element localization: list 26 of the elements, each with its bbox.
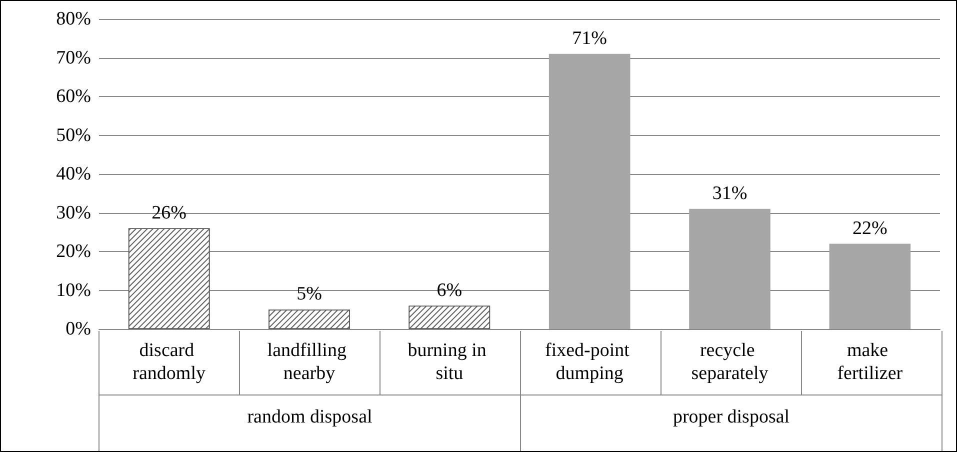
data-label: 22% <box>852 218 888 239</box>
data-label: 71% <box>572 28 608 49</box>
data-label: 26% <box>152 202 187 224</box>
x-tick-label: discard randomly <box>132 340 206 384</box>
y-tick-label: 60% <box>56 86 92 107</box>
x-tick-label: make fertilizer <box>837 340 904 384</box>
y-tick-label: 50% <box>56 124 92 146</box>
text: random disposal <box>247 406 372 428</box>
x-tick-label: recycle separately <box>691 340 769 384</box>
y-tick-label: 0% <box>66 318 92 340</box>
text: proper disposal <box>672 406 790 428</box>
bar <box>689 208 770 329</box>
y-tick-label: 20% <box>56 241 92 262</box>
y-tick-label: 40% <box>56 164 92 184</box>
y-tick-label: 70% <box>56 47 92 68</box>
bar <box>829 244 911 329</box>
bar <box>548 54 630 329</box>
x-tick-label: fixed-point dumping <box>544 340 634 384</box>
data-label: 5% <box>296 284 322 305</box>
x-tick-label: burning in situ <box>408 340 492 384</box>
data-label: 6% <box>436 280 462 301</box>
x-tick-label: landfilling nearby <box>267 340 352 384</box>
y-tick-label: 80% <box>56 8 92 30</box>
data-label: 31% <box>712 182 748 204</box>
y-tick-label: 30% <box>56 202 92 224</box>
y-tick-label: 10% <box>56 280 92 301</box>
